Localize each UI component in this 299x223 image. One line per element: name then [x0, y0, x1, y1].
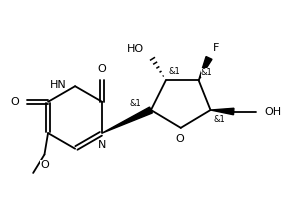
Text: F: F	[213, 43, 219, 54]
Text: N: N	[98, 140, 106, 150]
Text: HN: HN	[50, 80, 67, 90]
Polygon shape	[210, 108, 234, 115]
Text: &1: &1	[168, 67, 180, 76]
Text: &1: &1	[201, 68, 213, 77]
Text: O: O	[40, 161, 49, 170]
Text: &1: &1	[213, 115, 225, 124]
Polygon shape	[102, 107, 152, 133]
Text: HO: HO	[127, 44, 144, 54]
Text: &1: &1	[130, 99, 141, 108]
Text: O: O	[10, 97, 19, 107]
Text: OH: OH	[264, 107, 281, 116]
Text: O: O	[98, 64, 106, 74]
Text: O: O	[175, 134, 184, 145]
Polygon shape	[199, 57, 212, 80]
